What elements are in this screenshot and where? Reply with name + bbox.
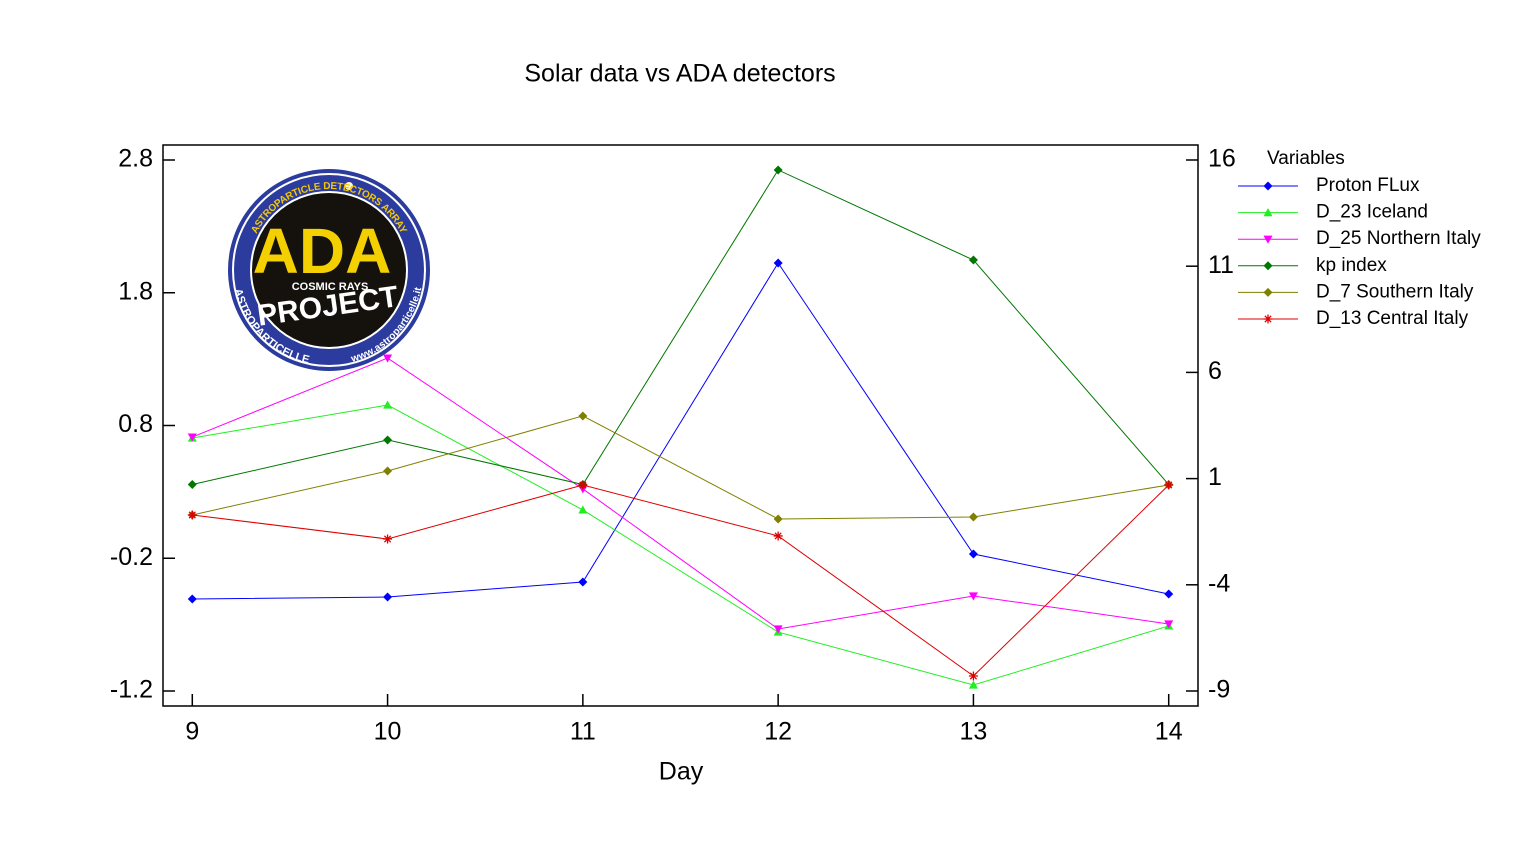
marker	[578, 480, 588, 490]
series-line	[192, 484, 1170, 677]
marker	[187, 480, 197, 490]
marker	[383, 466, 393, 476]
legend-marker	[1263, 314, 1273, 324]
marker	[383, 592, 393, 602]
marker	[968, 592, 978, 601]
legend-marker	[1263, 261, 1273, 271]
marker	[968, 512, 978, 522]
marker	[578, 505, 588, 514]
marker	[383, 435, 393, 445]
legend-label: D_25 Northern Italy	[1316, 228, 1481, 249]
marker	[1164, 480, 1174, 490]
x-tick-label: 9	[185, 718, 199, 746]
legend-marker	[1263, 208, 1273, 217]
y-tick-label: 1.8	[118, 277, 153, 305]
marker	[968, 671, 978, 681]
marker	[383, 534, 393, 544]
x-tick-label: 10	[374, 718, 402, 746]
marker	[578, 577, 588, 587]
x-axis-label: Day	[659, 758, 704, 786]
series-line	[192, 415, 1169, 520]
marker	[773, 531, 783, 541]
legend-label: D_13 Central Italy	[1316, 308, 1469, 329]
legend-label: Proton FLux	[1316, 175, 1420, 196]
y2-tick-label: 1	[1208, 463, 1222, 491]
marker	[578, 411, 588, 421]
marker	[968, 680, 978, 689]
marker	[773, 258, 783, 268]
legend-label: kp index	[1316, 255, 1387, 276]
marker	[773, 165, 783, 175]
marker	[1164, 589, 1174, 599]
x-tick-label: 13	[960, 718, 988, 746]
marker	[773, 625, 783, 634]
legend-marker	[1263, 181, 1273, 191]
x-tick-label: 11	[570, 718, 596, 746]
series-line	[192, 169, 1170, 486]
y2-tick-label: 16	[1208, 145, 1236, 173]
y-tick-label: -1.2	[110, 676, 153, 704]
marker	[187, 433, 197, 442]
y2-tick-label: 11	[1208, 251, 1234, 279]
x-tick-label: 12	[764, 718, 792, 746]
marker	[383, 354, 393, 363]
marker	[968, 549, 978, 559]
x-tick-label: 14	[1155, 718, 1183, 746]
logo-name: ADA	[253, 215, 392, 287]
y2-tick-label: -9	[1208, 676, 1230, 704]
marker	[187, 594, 197, 604]
marker	[187, 510, 197, 520]
marker	[968, 255, 978, 265]
legend-label: D_23 Iceland	[1316, 202, 1428, 223]
y2-tick-label: 6	[1208, 357, 1222, 385]
series-line	[192, 357, 1169, 630]
legend-title: Variables	[1267, 148, 1345, 169]
logo-ring-line	[232, 173, 426, 367]
marker	[1164, 620, 1174, 629]
y2-tick-label: -4	[1208, 569, 1230, 597]
y-tick-label: 2.8	[118, 145, 153, 173]
marker	[383, 400, 393, 409]
legend-marker	[1263, 287, 1273, 297]
logo-subtitle: COSMIC RAYS	[292, 281, 369, 293]
marker	[773, 514, 783, 524]
logo-center	[250, 191, 408, 349]
logo: ASTROPARTICLE DETECTORS ARRAY ASTROPARTI…	[228, 169, 430, 371]
logo-star	[345, 182, 353, 190]
legend-marker	[1263, 235, 1273, 244]
series-line	[192, 262, 1169, 600]
series-line	[192, 404, 1169, 686]
legend-label: D_7 Southern Italy	[1316, 281, 1474, 302]
y-tick-label: -0.2	[110, 543, 153, 571]
y-tick-label: 0.8	[118, 410, 153, 438]
chart-title: Solar data vs ADA detectors	[524, 60, 835, 88]
